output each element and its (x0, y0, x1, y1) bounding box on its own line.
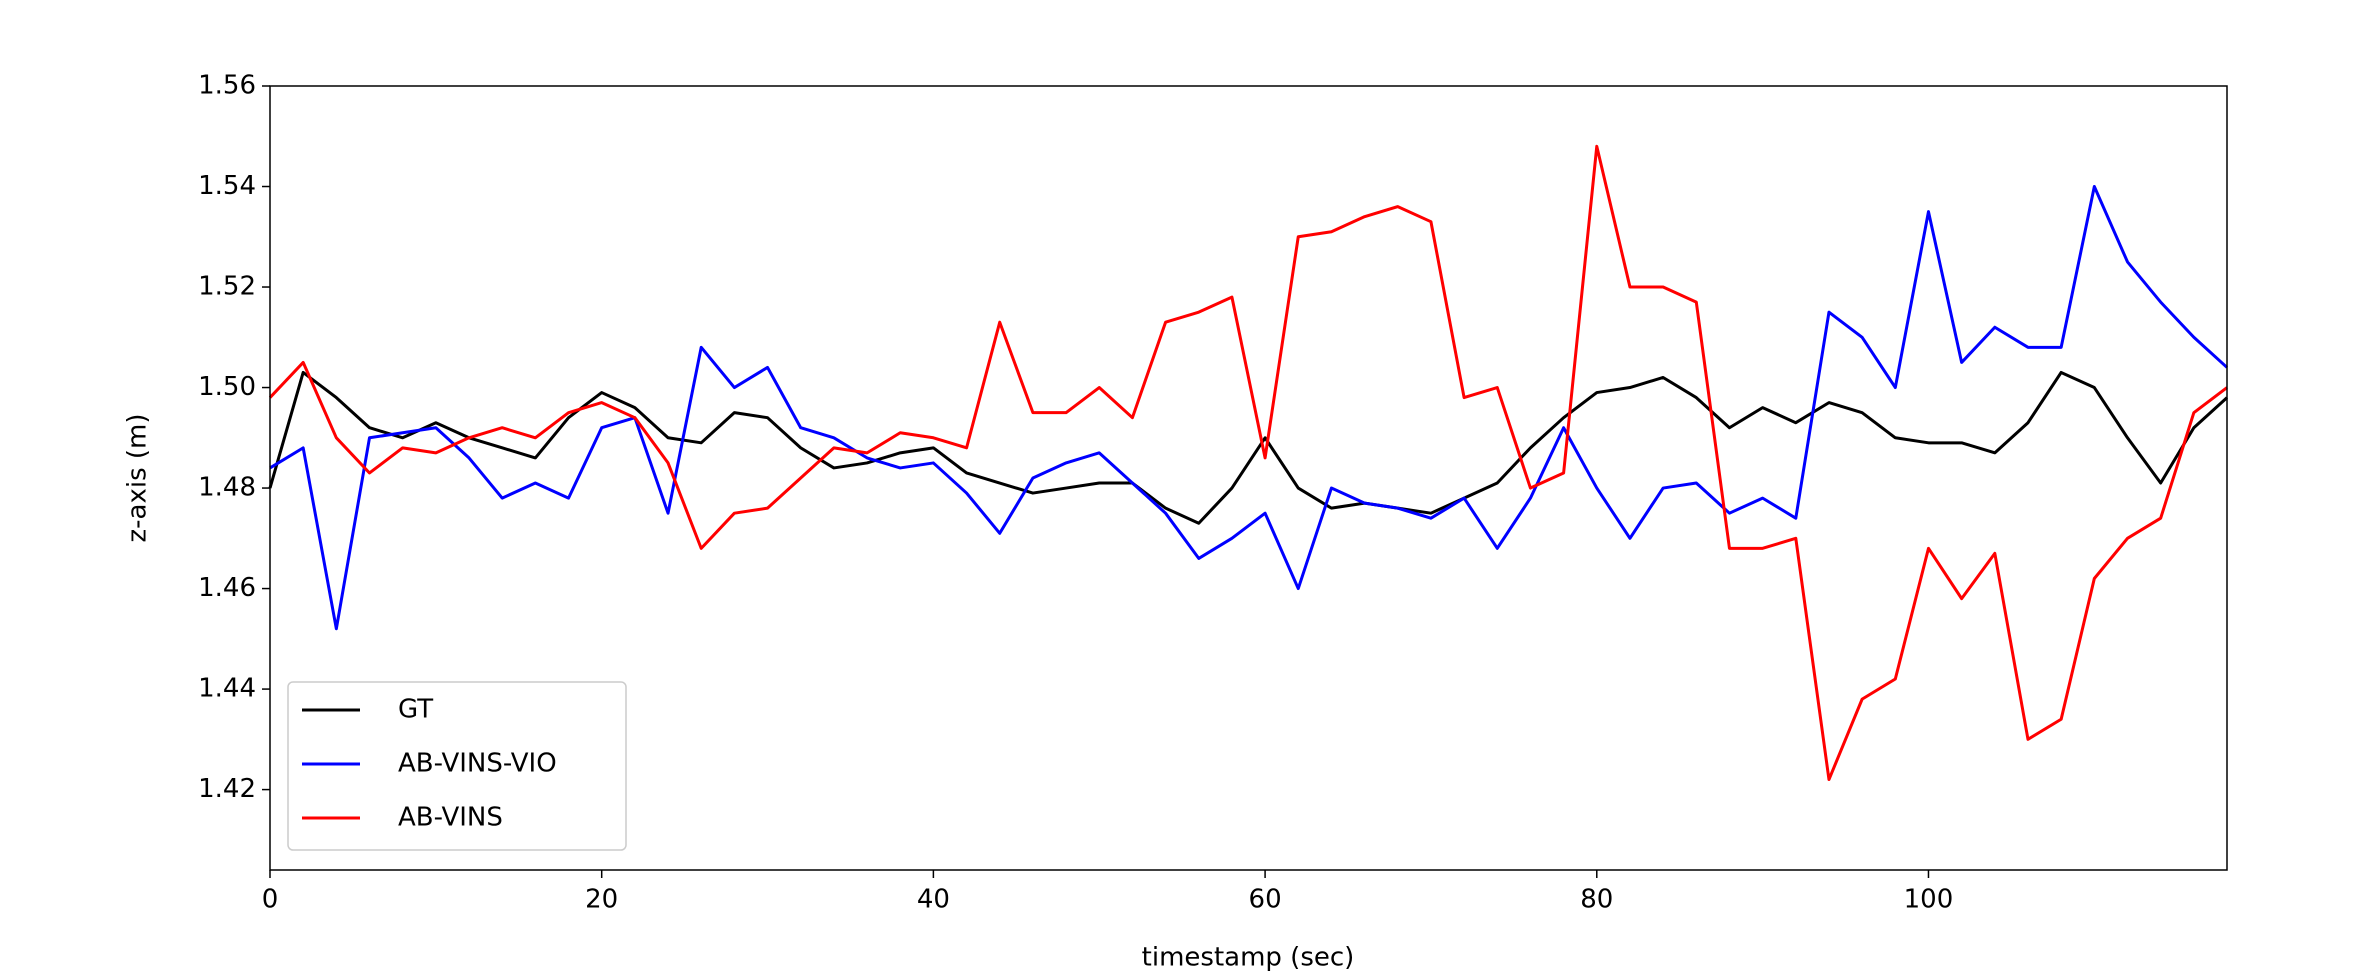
plot-frame (269, 85, 2228, 871)
legend-box (287, 681, 627, 851)
data-line (268, 144, 2228, 782)
x-tick-label: 80 (1580, 885, 1613, 915)
y-tick-label: 1.46 (198, 573, 256, 603)
x-axis-label: timestamp (sec) (1142, 943, 1355, 973)
y-tick-label: 1.52 (198, 272, 256, 302)
x-tick-label: 100 (1904, 885, 1954, 915)
data-line (269, 185, 2229, 631)
y-tick-label: 1.48 (198, 473, 256, 503)
y-axis-label: z-axis (m) (123, 414, 153, 543)
x-tick-label: 20 (585, 885, 618, 915)
y-tick-label: 1.50 (198, 372, 256, 402)
legend-label: AB-VINS-VIO (398, 749, 557, 779)
y-tick-label: 1.42 (198, 774, 256, 804)
x-tick-label: 40 (917, 885, 950, 915)
y-tick-label: 1.54 (198, 171, 256, 201)
legend-label: GT (398, 695, 433, 725)
legend-label: AB-VINS (398, 803, 503, 833)
y-tick-label: 1.56 (198, 71, 256, 101)
x-tick-label: 60 (1249, 885, 1282, 915)
y-tick-label: 1.44 (198, 674, 256, 704)
x-tick-label: 0 (262, 885, 279, 915)
data-line (268, 370, 2229, 525)
